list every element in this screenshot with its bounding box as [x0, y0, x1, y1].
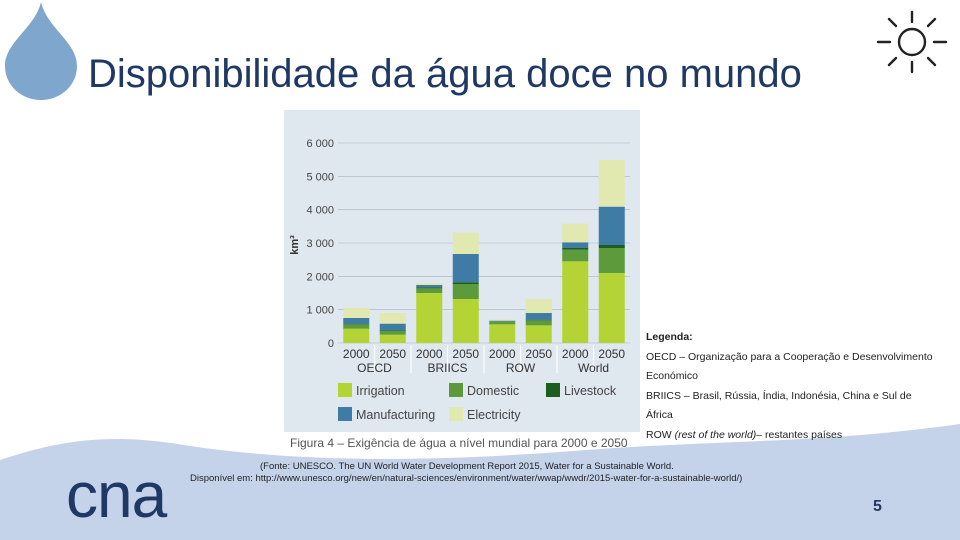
source-line-1: (Fonte: UNESCO. The UN World Water Devel…	[260, 461, 674, 472]
legend-briics-line-1: BRIICS – Brasil, Rússia, Índia, Indonési…	[646, 389, 912, 402]
source-line-2: Disponível em: http://www.unesco.org/new…	[190, 473, 743, 484]
x-group-label: World	[578, 361, 609, 375]
bar-livestock	[525, 319, 552, 321]
legend-row-italic: (rest of the world)	[674, 428, 757, 441]
legend-label-domestic: Domestic	[467, 384, 519, 398]
bar-livestock	[416, 287, 443, 289]
bar-domestic	[489, 321, 516, 325]
bar-manufacturing	[343, 318, 370, 324]
bar-irrigation	[343, 328, 370, 343]
y-tick-label: 2 000	[306, 271, 334, 283]
legend-label-electricity: Electricity	[467, 408, 521, 422]
bar-irrigation	[379, 334, 406, 343]
bar-manufacturing	[562, 242, 589, 248]
sun-icon	[876, 10, 948, 74]
bar-irrigation	[489, 324, 516, 343]
x-tick-label: 2050	[379, 347, 406, 361]
legend-swatch-livestock	[546, 383, 560, 397]
bar-domestic	[598, 248, 625, 273]
x-tick-label: 2050	[598, 347, 625, 361]
legend-oecd-line-2: Económico	[646, 370, 698, 383]
bar-livestock	[598, 245, 625, 248]
bar-domestic	[416, 288, 443, 293]
bar-electricity	[598, 160, 625, 207]
y-tick-label: 1 000	[306, 305, 334, 317]
cna-logo: cna	[66, 459, 167, 531]
water-drop-icon	[5, 2, 77, 100]
y-tick-label: 3 000	[306, 238, 334, 250]
bar-manufacturing	[489, 320, 516, 322]
bar-electricity	[416, 283, 443, 285]
bar-livestock	[452, 282, 479, 284]
legend-swatch-electricity	[449, 407, 463, 421]
y-tick-label: 5 000	[306, 171, 334, 183]
legend-row-rest: – restantes países	[756, 428, 843, 441]
bar-electricity	[525, 299, 552, 313]
legend-notes: Legenda: OECD – Organização para a Coope…	[646, 328, 950, 446]
legend-row: ROW (rest of the world)– restantes paíse…	[646, 426, 950, 446]
bar-irrigation	[416, 293, 443, 343]
y-tick-label: 4 000	[306, 205, 334, 217]
x-tick-label: 2000	[416, 347, 443, 361]
bar-manufacturing	[452, 254, 479, 283]
bar-electricity	[343, 308, 370, 318]
bar-domestic	[562, 249, 589, 262]
bar-manufacturing	[379, 323, 406, 331]
legend-swatch-irrigation	[338, 383, 352, 397]
bar-manufacturing	[525, 313, 552, 320]
legend-label-manufacturing: Manufacturing	[356, 408, 435, 422]
bar-livestock	[343, 323, 370, 325]
bar-livestock	[562, 247, 589, 250]
source-citation: (Fonte: UNESCO. The UN World Water Devel…	[190, 461, 742, 485]
bar-domestic	[525, 320, 552, 326]
legend-swatch-manufacturing	[338, 407, 352, 421]
x-tick-label: 2050	[525, 347, 552, 361]
page-title: Disponibilidade da água doce no mundo	[88, 52, 802, 96]
bar-electricity	[452, 232, 479, 254]
bar-irrigation	[562, 261, 589, 343]
bar-electricity	[489, 319, 516, 321]
bar-domestic	[343, 324, 370, 329]
y-tick-label: 0	[328, 338, 334, 350]
legend-label-irrigation: Irrigation	[356, 384, 405, 398]
bar-irrigation	[525, 325, 552, 343]
bar-manufacturing	[598, 206, 625, 245]
bar-irrigation	[452, 299, 479, 343]
water-demand-chart: 0 1 000 2 000 3 000 4 000 5 000 6 000 km³ 2000 20…	[289, 138, 630, 422]
bar-irrigation	[598, 273, 625, 343]
page-number: 5	[873, 498, 882, 515]
x-tick-label: 2050	[452, 347, 479, 361]
x-tick-label: 2000	[562, 347, 589, 361]
legend-swatch-domestic	[449, 383, 463, 397]
bar-manufacturing	[416, 285, 443, 288]
bar-domestic	[379, 331, 406, 335]
legend-oecd-line-1: OECD – Organização para a Cooperação e D…	[646, 350, 933, 363]
y-tick-label: 6 000	[306, 138, 334, 150]
legend-title: Legenda:	[646, 331, 693, 343]
legend-briics-line-2: África	[646, 409, 673, 422]
bar-livestock	[379, 330, 406, 331]
x-tick-label: 2000	[489, 347, 516, 361]
legend-row-abbr: ROW	[646, 428, 672, 441]
x-group-label: OECD	[357, 361, 392, 375]
x-group-label: BRIICS	[427, 361, 467, 375]
bar-electricity	[379, 313, 406, 324]
bar-domestic	[452, 284, 479, 299]
bar-electricity	[562, 223, 589, 243]
figure-caption: Figura 4 – Exigência de água a nível mun…	[290, 436, 628, 450]
x-tick-label: 2000	[343, 347, 370, 361]
x-group-label: ROW	[506, 361, 536, 375]
y-axis-label: km³	[289, 235, 301, 255]
legend-label-livestock: Livestock	[564, 384, 617, 398]
